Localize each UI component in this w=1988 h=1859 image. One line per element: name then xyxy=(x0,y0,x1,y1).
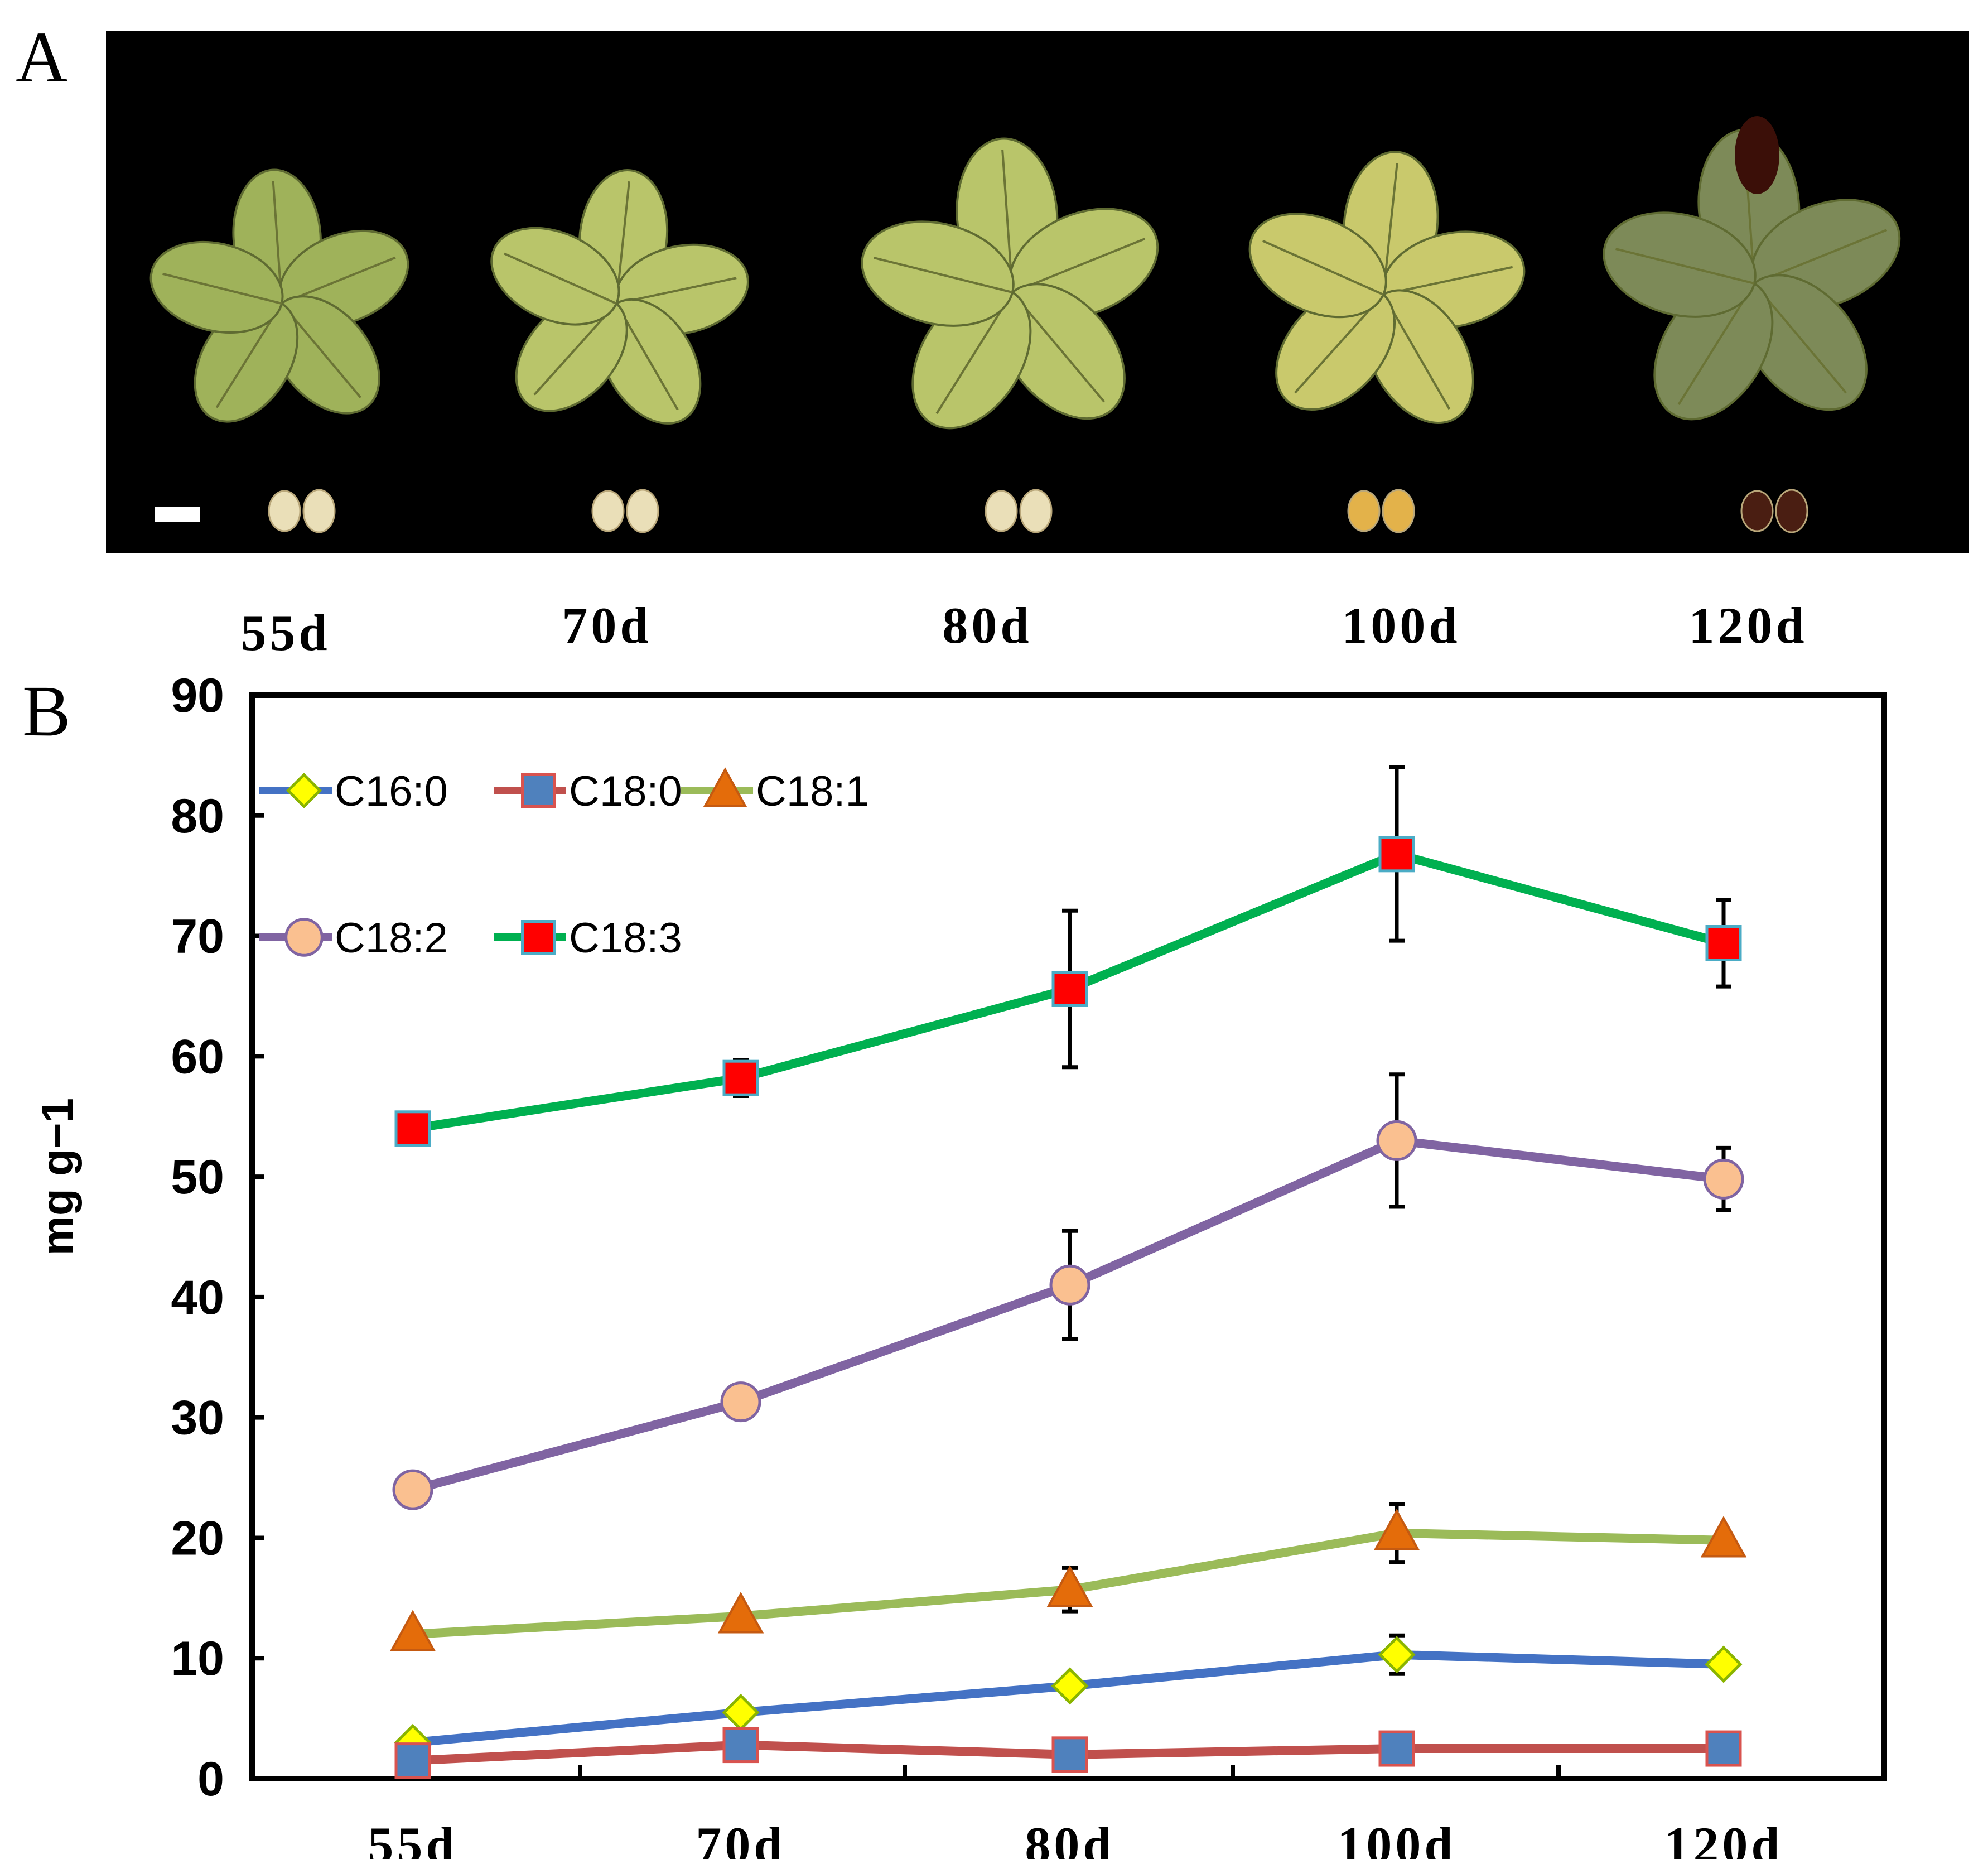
pod-80d xyxy=(861,137,1159,430)
data-point xyxy=(394,1110,431,1147)
data-point xyxy=(703,767,747,807)
data-point xyxy=(1705,1645,1743,1683)
stage-label-55d: 55d xyxy=(240,604,331,661)
data-point xyxy=(1046,1565,1093,1607)
stage-label-120d: 120d xyxy=(1688,597,1808,654)
seed xyxy=(626,489,659,533)
y-tick-label: 0 xyxy=(197,1752,224,1806)
y-tick-label: 80 xyxy=(171,789,224,843)
legend-item-C18:3: C18:3 xyxy=(494,914,682,962)
data-point xyxy=(286,772,322,809)
pod-seam xyxy=(1262,239,1384,296)
y-tick-label: 30 xyxy=(171,1391,224,1445)
data-point xyxy=(722,1059,759,1096)
x-tick-label: 120d xyxy=(1664,1817,1783,1859)
pod-seam xyxy=(1615,248,1755,285)
pod-seam xyxy=(162,272,282,305)
data-point xyxy=(1378,1636,1416,1674)
data-point xyxy=(722,1727,759,1764)
pod-seam xyxy=(874,257,1013,293)
pod-55d xyxy=(149,168,409,423)
data-point xyxy=(717,1591,764,1634)
stage-label-100d: 100d xyxy=(1342,597,1461,654)
y-tick-label: 50 xyxy=(171,1150,224,1204)
legend-item-C18:2: C18:2 xyxy=(259,914,448,962)
data-point xyxy=(521,773,556,808)
seed xyxy=(302,489,336,533)
panel-label-a: A xyxy=(16,17,68,98)
legend-label: C18:0 xyxy=(569,768,682,815)
legend-item-C18:0: C18:0 xyxy=(494,768,682,815)
seed-pod-photo xyxy=(106,31,1969,553)
data-point xyxy=(284,918,324,957)
data-point xyxy=(394,1742,431,1779)
x-tick-label: 70d xyxy=(696,1817,785,1859)
data-point xyxy=(521,920,556,955)
scale-bar xyxy=(155,507,200,522)
legend-label: C18:3 xyxy=(569,914,682,962)
series-C18:1 xyxy=(389,1502,1747,1651)
seed xyxy=(1019,489,1053,533)
data-point xyxy=(720,1381,761,1423)
legend-label: C18:2 xyxy=(335,914,448,962)
x-tick-label: 55d xyxy=(368,1817,457,1859)
y-tick-label: 70 xyxy=(171,910,224,964)
y-tick-label: 90 xyxy=(171,669,224,723)
legend-item-C18:1: C18:1 xyxy=(681,767,869,815)
data-point xyxy=(1051,1736,1088,1773)
stage-label-70d: 70d xyxy=(562,597,652,654)
data-point xyxy=(722,1693,760,1731)
x-tick-label: 80d xyxy=(1025,1817,1114,1859)
data-point xyxy=(1373,1509,1420,1550)
data-point xyxy=(389,1610,436,1651)
legend-item-C16:0: C16:0 xyxy=(259,768,448,815)
data-point xyxy=(392,1469,433,1510)
photo-pods-svg xyxy=(149,116,1901,533)
data-point xyxy=(1378,836,1415,873)
seed xyxy=(1740,490,1774,532)
stage-label-80d: 80d xyxy=(942,597,1032,654)
seed xyxy=(985,490,1018,532)
y-tick-label: 10 xyxy=(171,1632,224,1685)
pod-70d xyxy=(490,169,749,425)
series-C18:3 xyxy=(394,765,1742,1147)
exposed-seed xyxy=(1735,116,1779,194)
x-tick-label: 100d xyxy=(1337,1817,1456,1859)
seed xyxy=(1382,489,1415,533)
seed xyxy=(268,490,301,532)
series-C18:0 xyxy=(394,1727,1742,1779)
pod-120d xyxy=(1603,116,1901,421)
data-point xyxy=(1705,1730,1742,1767)
seed xyxy=(591,490,625,532)
pod-100d xyxy=(1248,151,1526,424)
legend-label: C18:1 xyxy=(756,768,869,815)
data-point xyxy=(1376,1120,1417,1161)
y-axis-label: mg g−1 xyxy=(32,1098,82,1255)
data-point xyxy=(1703,1158,1744,1200)
data-point xyxy=(1051,970,1088,1007)
y-tick-label: 40 xyxy=(171,1271,224,1325)
panel-label-b: B xyxy=(22,671,71,752)
y-tick-label: 60 xyxy=(171,1030,224,1083)
legend-label: C16:0 xyxy=(335,768,448,815)
series-C18:2 xyxy=(392,1072,1744,1510)
pod-seam xyxy=(504,252,617,305)
data-point xyxy=(1700,1516,1747,1558)
data-point xyxy=(1705,925,1742,962)
plot-frame xyxy=(249,692,1887,1781)
seed xyxy=(1775,489,1808,533)
data-point xyxy=(1051,1667,1089,1705)
y-tick-label: 20 xyxy=(171,1511,224,1565)
data-point xyxy=(1049,1264,1090,1306)
seed xyxy=(1347,490,1381,532)
data-point xyxy=(1378,1730,1415,1767)
